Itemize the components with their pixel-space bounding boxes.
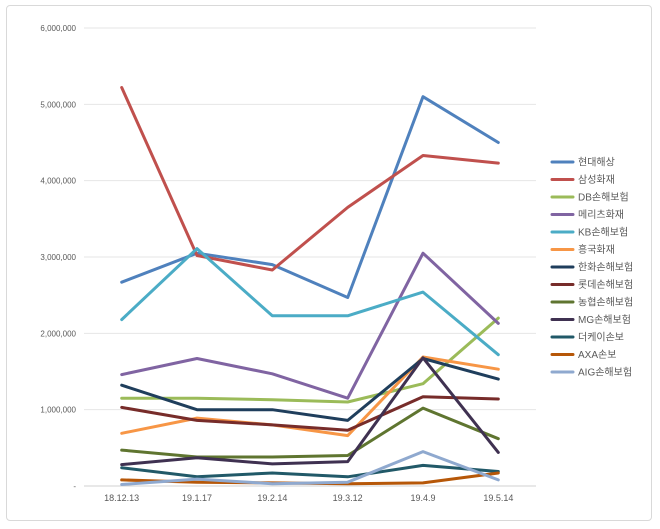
series-lines [120,86,500,486]
x-tick-label: 18.12.13 [104,493,139,503]
legend-item: AIG손해보험 [550,366,632,379]
x-tick-label: 19.3.12 [333,493,363,503]
chart-frame [6,5,652,521]
series-line [120,356,500,467]
legend-label: AXA손보 [578,349,616,361]
series-line [120,357,500,422]
x-tick-label: 19.5.14 [483,493,513,503]
series-line [120,355,500,438]
y-tick-label: 6,000,000 [40,24,76,33]
gridlines [84,27,536,487]
x-tick-label: 19.1.17 [182,493,212,503]
legend-item: 흥국화재 [550,243,615,256]
legend-label: 메리츠화재 [578,209,624,221]
series-line [120,406,500,459]
series-line [120,463,500,479]
y-tick-label: 4,000,000 [40,177,76,186]
y-tick-label: 5,000,000 [40,100,76,109]
legend-item: 농협손해보험 [550,296,633,309]
legend-label: DB손해보험 [578,191,629,204]
x-axis-tick-labels: 18.12.13 19.1.17 19.2.14 19.3.12 19.4.9 19.5.… [104,493,513,503]
legend-label: 삼성화재 [578,174,615,186]
legend-item: 더케이손보 [550,332,624,344]
legend-label: 롯데손해보험 [578,278,633,291]
y-tick-label: 3,000,000 [40,253,76,262]
legend-label: 한화손해보험 [578,261,633,274]
series-line [120,95,500,299]
series-line [120,86,500,272]
y-tick-label: - [73,482,76,491]
legend-item: 현대해상 [550,156,615,169]
legend-item: 삼성화재 [550,174,615,186]
x-tick-label: 19.4.9 [410,493,435,503]
legend-item: DB손해보험 [550,191,629,204]
legend-item: MG손해보험 [550,313,631,326]
series-line [120,251,500,400]
y-axis-tick-labels: - 1,000,000 2,000,000 3,000,000 4,000,000 5,0… [40,24,76,491]
legend-label: 더케이손보 [578,332,624,344]
legend-label: KB손해보험 [578,226,628,239]
series-line [120,247,500,357]
series-line [120,395,500,432]
legend-item: AXA손보 [550,349,616,361]
series-line [120,450,500,486]
legend-label: 흥국화재 [578,243,615,256]
legend-item: KB손해보험 [550,226,628,239]
legend-item: 메리츠화재 [550,209,624,221]
legend-label: 농협손해보험 [578,296,633,309]
legend-label: MG손해보험 [578,313,631,326]
y-tick-label: 2,000,000 [40,329,76,338]
x-tick-label: 19.2.14 [257,493,287,503]
y-tick-label: 1,000,000 [40,406,76,415]
legend-label: 현대해상 [578,156,615,169]
legend-item: 롯데손해보험 [550,278,633,291]
legend-item: 한화손해보험 [550,261,633,274]
legend-label: AIG손해보험 [578,366,632,379]
